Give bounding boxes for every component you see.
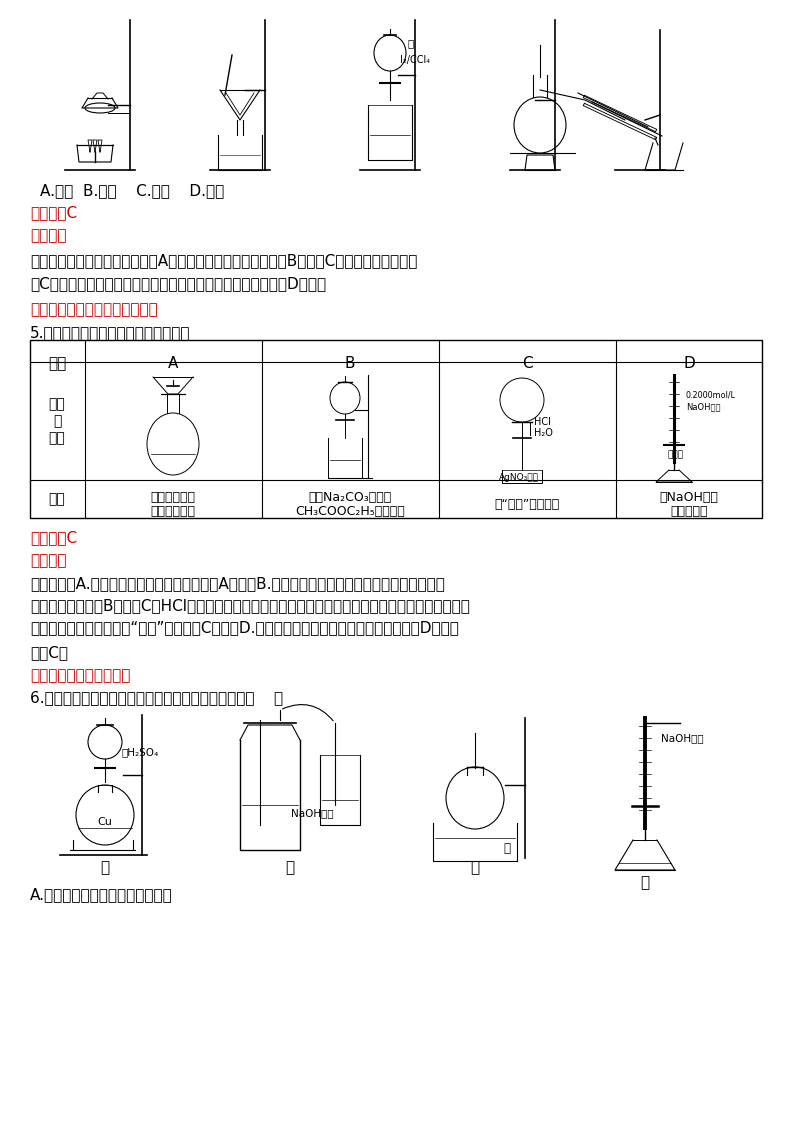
- Text: NaOH溶液: NaOH溶液: [686, 403, 721, 412]
- Text: 操作: 操作: [49, 397, 66, 411]
- Text: 做“白色”喷泉实验: 做“白色”喷泉实验: [494, 498, 560, 511]
- Text: 目的: 目的: [49, 492, 66, 506]
- Text: 【答案】C: 【答案】C: [30, 530, 77, 544]
- Text: NaOH溶液: NaOH溶液: [290, 808, 334, 818]
- Text: 的量浓度溶液: 的量浓度溶液: [150, 505, 195, 518]
- Text: 【解析】: 【解析】: [30, 554, 66, 568]
- Text: 【答案】C: 【答案】C: [30, 205, 77, 220]
- Text: 故选C。: 故选C。: [30, 645, 68, 660]
- Text: C: C: [522, 355, 532, 371]
- Text: 分离Na₂CO₃溶液和: 分离Na₂CO₃溶液和: [308, 491, 392, 504]
- Text: 丁: 丁: [641, 875, 650, 890]
- Text: 选项: 选项: [48, 355, 66, 371]
- Text: 试题分析：灸烧固体用崛埚，故A错误；过滤用玻璃棒引流，故B错误；C装置用于分液操作，: 试题分析：灸烧固体用崛埚，故A错误；过滤用玻璃棒引流，故B错误；C装置用于分液操…: [30, 252, 418, 268]
- Text: 液的方法分离，故B错误；C．HCl极易溢于水，造成圆底烧瓶内的压强减小，将下方的硒酸馓溶液吸入，: 液的方法分离，故B错误；C．HCl极易溢于水，造成圆底烧瓶内的压强减小，将下方的…: [30, 598, 470, 614]
- Text: 装置: 装置: [49, 431, 66, 445]
- Text: CH₃COOC₂H₅的混合物: CH₃COOC₂H₅的混合物: [295, 505, 405, 518]
- Text: B: B: [345, 355, 355, 371]
- Text: 5.下列操作或装置能达到实验目的的是: 5.下列操作或装置能达到实验目的的是: [30, 325, 190, 340]
- Text: D: D: [683, 355, 695, 371]
- Text: 滴定稀盐酸: 滴定稀盐酸: [670, 505, 708, 518]
- Text: I₂/CCl₄: I₂/CCl₄: [400, 55, 430, 65]
- Text: 丙: 丙: [470, 860, 479, 875]
- Text: 考点：本题考查实验基本操作。: 考点：本题考查实验基本操作。: [30, 302, 158, 317]
- Text: HCl: HCl: [534, 417, 551, 427]
- Text: A.用装置甲进行铜和浓硫酸的反应: A.用装置甲进行铜和浓硫酸的反应: [30, 887, 173, 902]
- Text: 水: 水: [503, 841, 510, 855]
- Text: NaOH溶液: NaOH溶液: [661, 734, 704, 743]
- Text: 生成白色沉淠，从而得到“白色”喷泉，故C正确；D.氮氧化钓溶液应该装在碑式滴定管中，故D错误。: 生成白色沉淠，从而得到“白色”喷泉，故C正确；D.氮氧化钓溶液应该装在碑式滴定管…: [30, 620, 459, 635]
- Text: 【解析】: 【解析】: [30, 228, 66, 243]
- Text: 0.2000mol/L: 0.2000mol/L: [686, 391, 736, 400]
- Text: 乙: 乙: [286, 860, 294, 875]
- Text: Cu: Cu: [98, 817, 113, 827]
- Text: 或: 或: [53, 414, 61, 428]
- Text: 配制一定物质: 配制一定物质: [150, 491, 195, 504]
- Text: AgNO₃溶液: AgNO₃溶液: [499, 473, 539, 482]
- Text: 用NaOH溶液: 用NaOH溶液: [659, 491, 718, 504]
- Text: 故C正确；蔓馏操作时，温度计液泡在蔓馏烧瓶的支管口处，故D错误。: 故C正确；蔓馏操作时，温度计液泡在蔓馏烧瓶的支管口处，故D错误。: [30, 276, 326, 291]
- Text: A: A: [168, 355, 178, 371]
- Text: H₂O: H₂O: [534, 428, 553, 438]
- Text: 6.探究浓硫酸和铜的反应，下列装置或操作正确的是（    ）: 6.探究浓硫酸和铜的反应，下列装置或操作正确的是（ ）: [30, 691, 283, 705]
- Text: 试题分析：A.配制溶液时应用玻璃棒引流，故A错误；B.碳酸钓溶液和乙酸乙酯互不相溢，应采用分: 试题分析：A.配制溶液时应用玻璃棒引流，故A错误；B.碳酸钓溶液和乙酸乙酯互不相…: [30, 576, 445, 591]
- Text: 稀盐酸: 稀盐酸: [668, 451, 684, 460]
- Text: 浓H₂SO₄: 浓H₂SO₄: [121, 747, 158, 757]
- Text: A.灸烧  B.过滤    C.分液    D.蔓馏: A.灸烧 B.过滤 C.分液 D.蔓馏: [40, 183, 224, 198]
- Text: 甲: 甲: [101, 860, 110, 875]
- Text: 水: 水: [408, 38, 414, 48]
- Text: 考点：考查基本实验操作: 考点：考查基本实验操作: [30, 668, 130, 683]
- Bar: [30, 340, 762, 518]
